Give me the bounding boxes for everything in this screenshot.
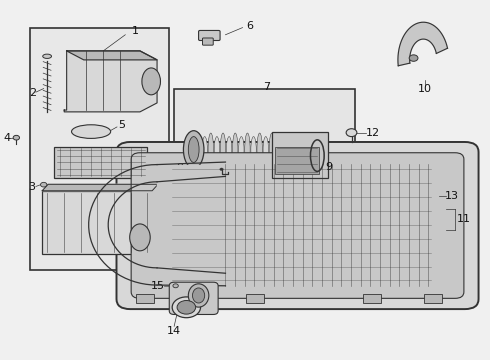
Text: 4: 4 [3, 133, 10, 143]
Polygon shape [398, 22, 447, 66]
Ellipse shape [208, 133, 214, 166]
Ellipse shape [220, 133, 226, 166]
FancyBboxPatch shape [174, 89, 355, 207]
Ellipse shape [41, 182, 47, 187]
Ellipse shape [43, 54, 51, 58]
FancyBboxPatch shape [202, 38, 213, 45]
Ellipse shape [188, 284, 209, 307]
Polygon shape [157, 165, 225, 285]
Text: 8: 8 [202, 169, 209, 179]
Ellipse shape [220, 168, 223, 171]
Ellipse shape [196, 133, 201, 166]
Text: 9: 9 [176, 163, 183, 173]
Ellipse shape [233, 133, 238, 166]
Ellipse shape [172, 297, 200, 318]
Polygon shape [64, 51, 157, 112]
Ellipse shape [245, 133, 250, 166]
Ellipse shape [269, 133, 274, 166]
Text: 1: 1 [131, 26, 139, 36]
Ellipse shape [173, 284, 178, 288]
Ellipse shape [251, 136, 256, 162]
Polygon shape [42, 184, 158, 191]
Text: 2: 2 [29, 88, 36, 98]
Ellipse shape [257, 133, 262, 166]
Text: 14: 14 [167, 325, 181, 336]
Text: 13: 13 [445, 191, 459, 201]
Ellipse shape [346, 129, 357, 136]
FancyBboxPatch shape [42, 191, 152, 253]
Ellipse shape [130, 224, 150, 251]
Text: 3: 3 [28, 182, 35, 192]
FancyBboxPatch shape [169, 282, 218, 315]
Ellipse shape [409, 55, 418, 61]
FancyBboxPatch shape [30, 28, 169, 270]
FancyBboxPatch shape [54, 147, 147, 178]
Text: 11: 11 [457, 215, 471, 224]
Ellipse shape [239, 136, 244, 162]
Ellipse shape [188, 136, 199, 162]
FancyBboxPatch shape [275, 147, 319, 174]
Ellipse shape [183, 131, 204, 168]
FancyBboxPatch shape [131, 153, 464, 298]
FancyBboxPatch shape [198, 31, 220, 41]
FancyBboxPatch shape [117, 142, 479, 309]
Ellipse shape [202, 136, 207, 162]
FancyBboxPatch shape [136, 294, 154, 303]
Text: 10: 10 [418, 84, 432, 94]
Ellipse shape [226, 136, 232, 162]
Ellipse shape [13, 135, 20, 140]
Ellipse shape [193, 288, 205, 303]
Text: 9: 9 [325, 162, 333, 172]
Ellipse shape [263, 136, 269, 162]
Ellipse shape [72, 125, 111, 138]
Text: 5: 5 [119, 121, 125, 130]
FancyBboxPatch shape [363, 294, 381, 303]
FancyBboxPatch shape [246, 294, 264, 303]
Ellipse shape [142, 68, 160, 95]
Text: 12: 12 [366, 128, 380, 138]
Polygon shape [67, 51, 157, 60]
Text: 7: 7 [264, 82, 270, 92]
Text: 15: 15 [151, 281, 165, 291]
Text: 6: 6 [246, 21, 253, 31]
Ellipse shape [214, 136, 220, 162]
FancyBboxPatch shape [424, 294, 442, 303]
FancyBboxPatch shape [272, 132, 328, 178]
Ellipse shape [177, 301, 196, 314]
